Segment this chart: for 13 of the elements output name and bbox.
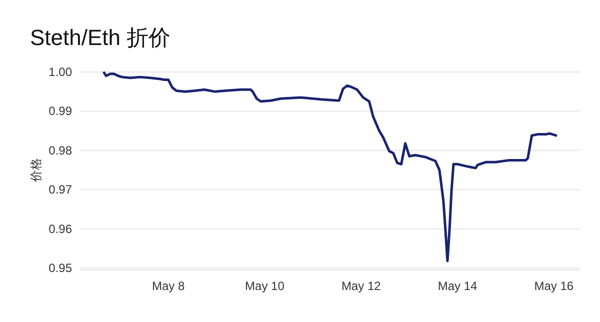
x-tick-label: May 14 [438, 279, 478, 293]
y-tick-label: 0.99 [48, 104, 72, 118]
x-tick-label: May 16 [534, 279, 574, 293]
x-tick-label: May 12 [341, 279, 382, 293]
y-tick-label: 0.96 [48, 222, 72, 236]
y-tick-label: 1.00 [48, 64, 72, 79]
y-axis-title: 价格 [29, 158, 43, 183]
y-tick-label: 0.95 [48, 261, 72, 276]
x-tick-label: May 10 [245, 279, 285, 293]
chart-title: Steth/Eth 折价 [30, 25, 171, 50]
x-tick-label: May 8 [152, 279, 186, 293]
y-tick-label: 0.98 [48, 143, 72, 158]
y-tick-label: 0.97 [48, 182, 72, 197]
